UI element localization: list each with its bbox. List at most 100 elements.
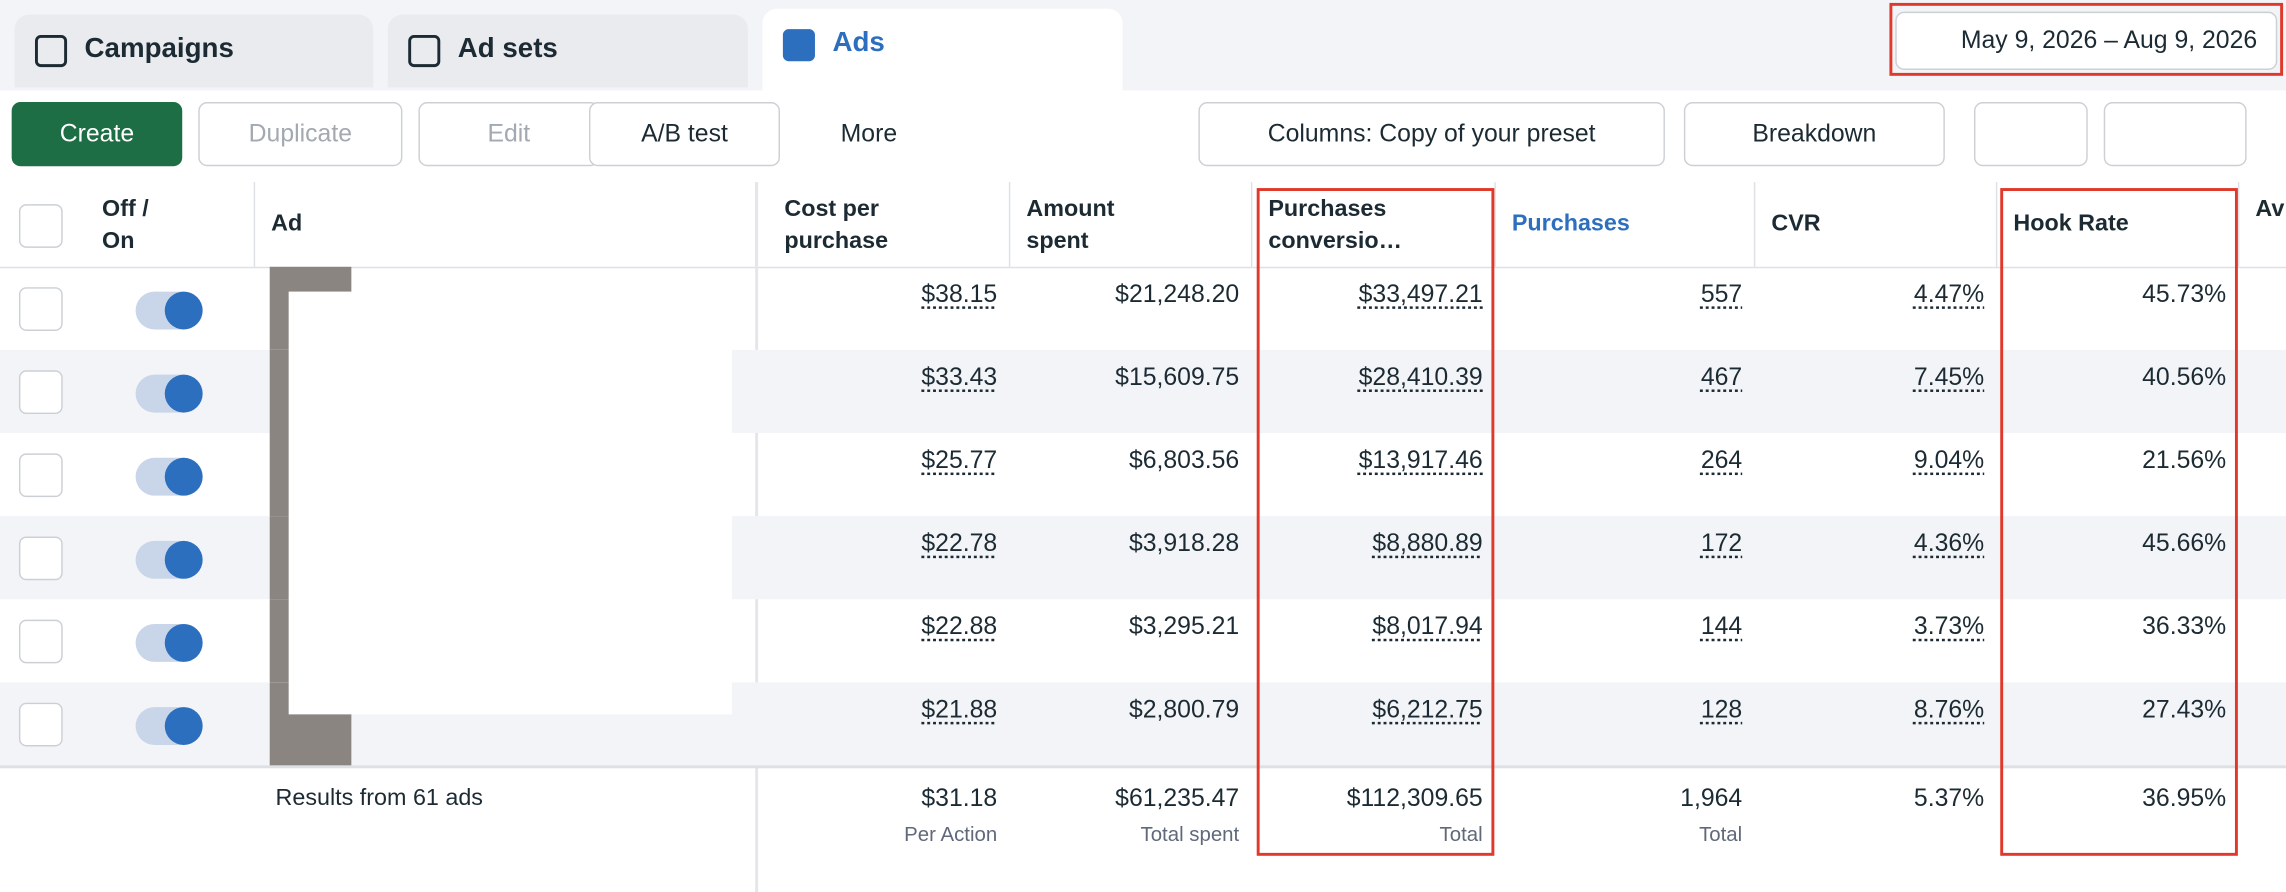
row-checkbox[interactable] xyxy=(18,619,63,664)
toggle[interactable] xyxy=(135,374,203,413)
header-border xyxy=(1995,182,1998,267)
cell-value: 45.66% xyxy=(2142,529,2227,557)
cell-value: $2,800.79 xyxy=(1128,695,1240,724)
toggle[interactable] xyxy=(135,540,203,579)
cell-value: 40.56% xyxy=(2142,363,2227,391)
row-checkbox[interactable] xyxy=(18,287,63,331)
cell-value: $8,880.89 xyxy=(1372,529,1483,557)
toolbar-button[interactable]: Breakdown xyxy=(1683,102,1945,167)
column-header[interactable]: Ad xyxy=(271,211,303,237)
tab-label: Ad sets xyxy=(457,33,558,65)
tab-icon xyxy=(782,29,815,62)
footer-label: Results from 61 ads xyxy=(275,785,483,811)
cell-value: 45.73% xyxy=(2142,279,2227,308)
cell-value: 4.47% xyxy=(1913,279,1985,308)
toolbar-button[interactable]: Create xyxy=(11,102,183,167)
highlight xyxy=(1256,188,1495,856)
toggle-knob xyxy=(164,457,203,496)
cell-value: 4.36% xyxy=(1913,529,1985,557)
footer-value: 36.95% xyxy=(2142,784,2227,813)
date-range[interactable]: May 9, 2026 – Aug 9, 2026 xyxy=(1895,11,2278,70)
column-header[interactable]: Av pu xyxy=(2255,196,2286,222)
row-checkbox[interactable] xyxy=(18,370,63,415)
toggle-knob xyxy=(164,540,203,579)
header-border xyxy=(1494,182,1496,267)
footer-value: $61,235.47 xyxy=(1115,784,1240,813)
footer-sublabel: Per Action xyxy=(904,822,998,846)
footer-sublabel: Total spent xyxy=(1140,822,1240,846)
cell-value: 128 xyxy=(1700,695,1743,724)
cell-value: 172 xyxy=(1700,529,1743,557)
tab[interactable]: Campaigns xyxy=(14,14,374,88)
row-checkbox[interactable] xyxy=(18,702,63,747)
row-checkbox[interactable] xyxy=(18,536,63,581)
toolbar-button[interactable]: Columns: Copy of your preset xyxy=(1198,102,1665,167)
cell-value: $22.88 xyxy=(921,612,998,641)
cell-value: 7.45% xyxy=(1913,363,1985,391)
cell-value: $3,918.28 xyxy=(1128,529,1240,557)
toolbar-button[interactable]: A/B test xyxy=(588,102,780,167)
header-border xyxy=(1008,182,1011,267)
cell-value: 21.56% xyxy=(2142,446,2227,474)
footer-value: 5.37% xyxy=(1913,784,1985,813)
cell-value: $25.77 xyxy=(921,446,998,474)
cell-value: $33.43 xyxy=(921,363,998,391)
cell-value: $13,917.46 xyxy=(1358,446,1483,474)
footer-sublabel: Total xyxy=(1699,822,1743,846)
cell-value: $3,295.21 xyxy=(1128,612,1240,641)
row-checkbox[interactable] xyxy=(18,453,63,498)
highlight xyxy=(2000,188,2238,856)
column-header[interactable]: Purchases conversio… xyxy=(1268,196,1402,254)
cell-value: 27.43% xyxy=(2142,695,2227,724)
toggle-knob xyxy=(164,623,203,662)
footer-value: $112,309.65 xyxy=(1346,784,1483,813)
toggle-knob xyxy=(164,374,203,413)
tab[interactable]: Ad sets xyxy=(387,14,748,88)
toggle[interactable] xyxy=(135,291,203,330)
cell-value: 467 xyxy=(1700,363,1743,391)
cell-value: $21,248.20 xyxy=(1115,279,1240,308)
cell-value: $15,609.75 xyxy=(1115,363,1240,391)
footer-value: 1,964 xyxy=(1680,784,1743,813)
toggle-knob xyxy=(164,707,203,745)
cell-value: 264 xyxy=(1700,446,1743,474)
toggle[interactable] xyxy=(135,457,203,496)
cell-value: 9.04% xyxy=(1913,446,1985,474)
toggle-knob xyxy=(164,291,203,330)
header-border xyxy=(2237,182,2240,267)
footer-line xyxy=(0,765,2286,769)
tab-icon xyxy=(408,34,441,68)
header-checkbox[interactable] xyxy=(18,204,63,248)
tab[interactable]: Ads xyxy=(762,8,1123,91)
cell-value: $21.88 xyxy=(921,695,998,724)
column-header[interactable]: Purchases xyxy=(1511,211,1630,237)
cell-value: 36.33% xyxy=(2142,612,2227,641)
column-header[interactable]: Amount spent xyxy=(1026,196,1115,254)
tab-label: Campaigns xyxy=(84,33,234,65)
toggle[interactable] xyxy=(135,623,203,662)
toolbar-button[interactable]: More xyxy=(796,102,942,167)
cell-value: 8.76% xyxy=(1913,695,1985,724)
cell-value: 144 xyxy=(1700,612,1743,641)
tab-icon xyxy=(34,34,68,68)
tab-label: Ads xyxy=(832,27,885,59)
toggle[interactable] xyxy=(135,707,203,745)
column-header[interactable]: CVR xyxy=(1771,211,1821,237)
column-header[interactable]: Cost per purchase xyxy=(784,196,889,254)
toolbar-button[interactable] xyxy=(1973,102,2088,167)
column-header[interactable]: Hook Rate xyxy=(2013,211,2129,237)
highlight xyxy=(1889,2,2284,76)
toolbar-button[interactable] xyxy=(2103,102,2247,167)
cell-value: $33,497.21 xyxy=(1358,279,1483,308)
header-border xyxy=(253,182,256,267)
cell-value: $6,803.56 xyxy=(1128,446,1240,474)
column-header[interactable]: Off / On xyxy=(102,196,149,254)
redaction xyxy=(288,291,732,715)
toolbar-button[interactable]: Edit xyxy=(418,102,600,167)
cell-value: $8,017.94 xyxy=(1372,612,1483,641)
footer-value: $31.18 xyxy=(921,784,998,813)
footer-sublabel: Total xyxy=(1439,822,1483,846)
cell-value: 557 xyxy=(1700,279,1743,308)
toolbar-button[interactable]: Duplicate xyxy=(198,102,403,167)
